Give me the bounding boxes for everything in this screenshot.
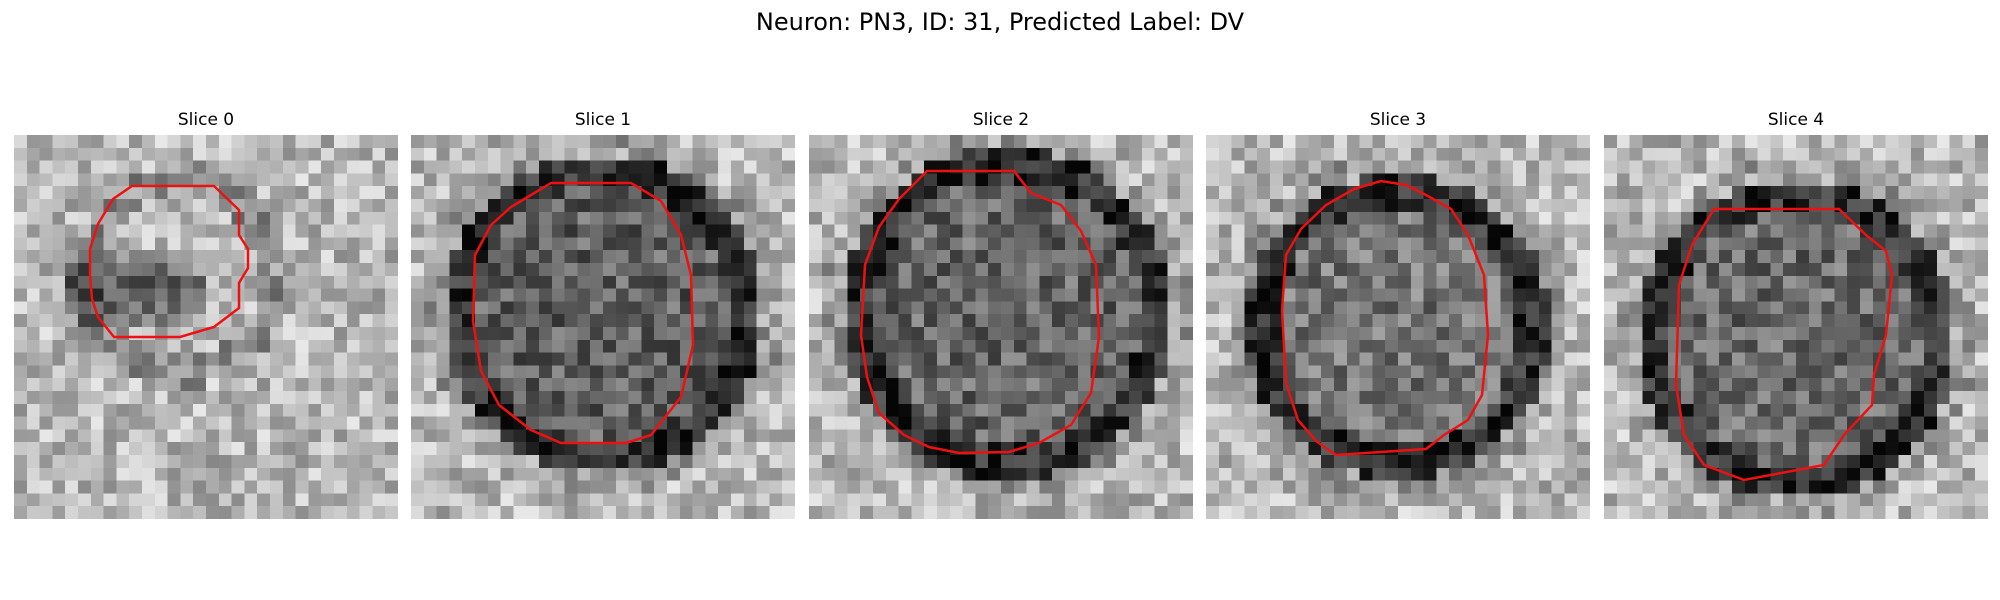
slice-image <box>809 135 1193 519</box>
grayscale-slice-image <box>1206 135 1590 519</box>
red-contour-outline <box>1674 207 1894 482</box>
grayscale-slice-image <box>14 135 398 519</box>
slice-title: Slice 4 <box>1767 110 1825 130</box>
red-contour-outline <box>471 181 695 445</box>
figure-title: Neuron: PN3, ID: 31, Predicted Label: DV <box>755 8 1245 36</box>
slice-image <box>1604 135 1988 519</box>
red-contour-outline <box>859 169 1101 455</box>
slice-image <box>14 135 398 519</box>
red-contour-outline <box>88 184 250 339</box>
slice-title: Slice 2 <box>972 110 1030 130</box>
grayscale-slice-image <box>1604 135 1988 519</box>
slice-title: Slice 1 <box>574 110 632 130</box>
slice-image <box>1206 135 1590 519</box>
slice-title: Slice 3 <box>1369 110 1427 130</box>
grayscale-slice-image <box>809 135 1193 519</box>
slice-title: Slice 0 <box>177 110 235 130</box>
slice-image <box>411 135 795 519</box>
red-contour-outline <box>1280 179 1490 457</box>
